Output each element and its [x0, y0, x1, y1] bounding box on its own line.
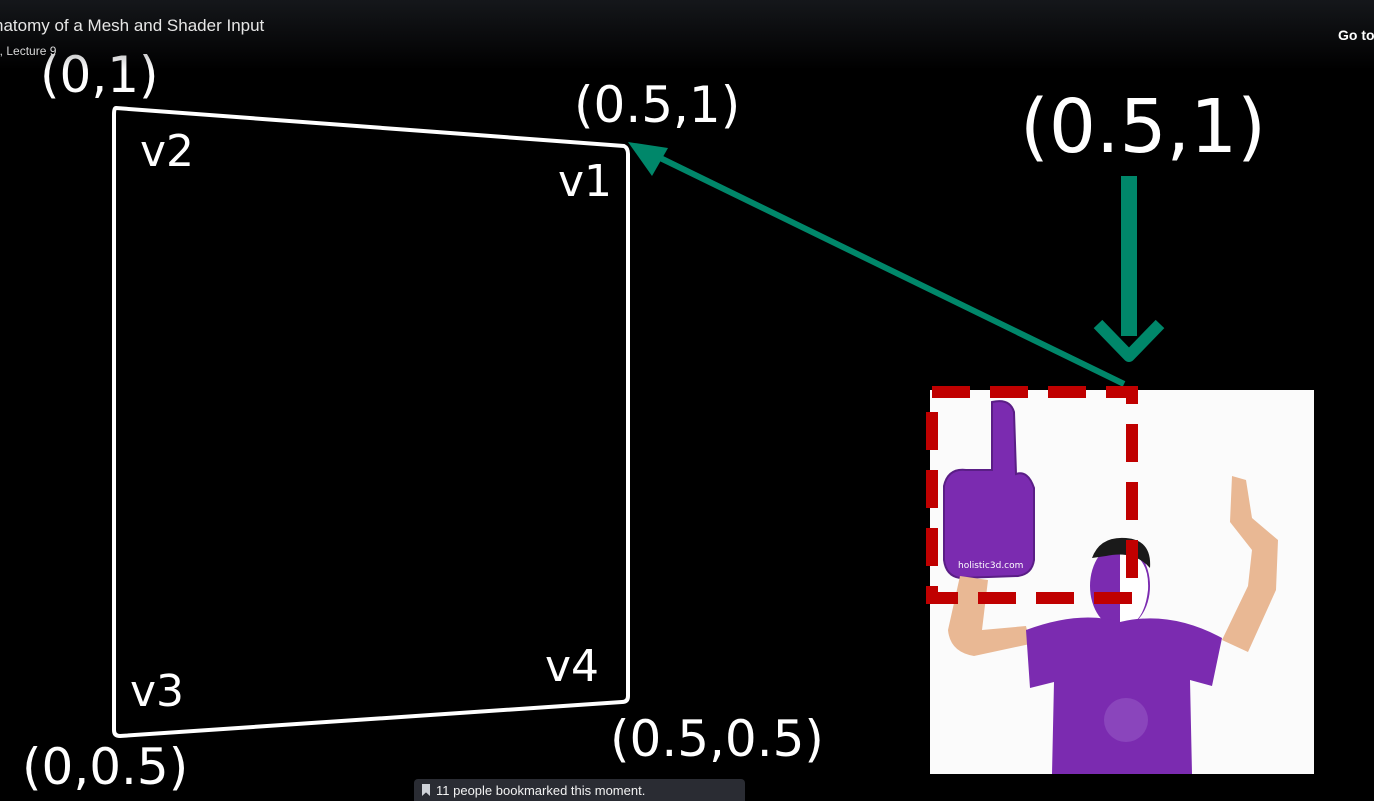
coord-top-right: (0.5,1) [574, 76, 741, 134]
bookmark-notice[interactable]: 11 people bookmarked this moment. [414, 779, 745, 801]
quad-outline [112, 106, 630, 738]
lecture-title: natomy of a Mesh and Shader Input [0, 16, 265, 35]
bookmark-text: 11 people bookmarked this moment. [436, 782, 646, 798]
foam-finger-icon [943, 400, 1035, 580]
gamepad-logo-icon [1104, 698, 1148, 742]
left-arm [948, 576, 1030, 656]
vertex-v3: v3 [130, 666, 185, 717]
down-arrow-shaft [1121, 176, 1137, 336]
coord-bottom-right: (0.5,0.5) [610, 710, 824, 768]
down-arrow-head [1093, 319, 1165, 362]
goto-button[interactable]: Go to [1338, 27, 1374, 43]
uv-arrow-head [628, 142, 668, 176]
vertex-v1: v1 [558, 156, 613, 207]
uv-arrow-line [646, 149, 1126, 387]
coord-texture-point: (0.5,1) [1020, 84, 1267, 170]
coord-bottom-left: (0,0.5) [22, 738, 189, 796]
lecture-subtitle: 2, Lecture 9 [0, 44, 57, 58]
picture-caption: holistic3d.com [958, 561, 1023, 571]
vertex-v4: v4 [545, 641, 600, 692]
player-header: natomy of a Mesh and Shader Input 2, Lec… [0, 0, 1374, 70]
uv-selection-box [926, 386, 1138, 604]
vertex-v2: v2 [140, 126, 195, 177]
shirt [1026, 617, 1222, 774]
bookmark-icon [422, 784, 430, 796]
right-arm [1222, 476, 1278, 652]
